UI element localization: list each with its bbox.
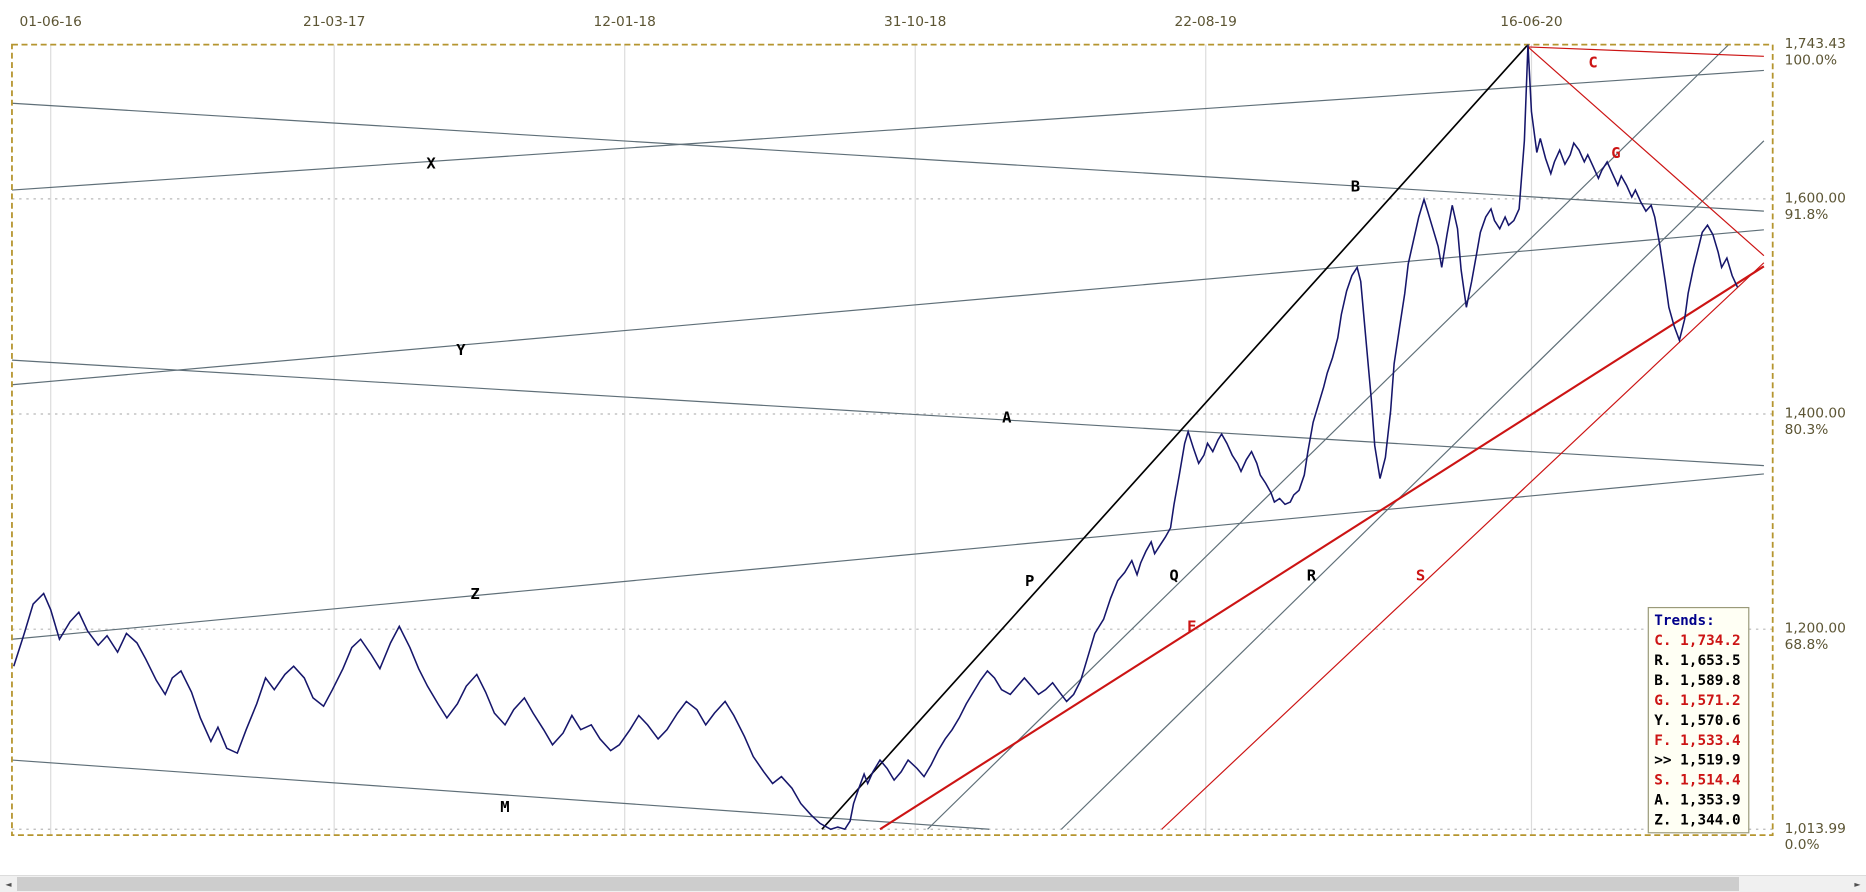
trend-line-label-B: B <box>1351 177 1360 195</box>
trends-legend-row: S. 1,514.4 <box>1654 773 1740 789</box>
date-label: 12-01-18 <box>594 14 656 30</box>
trend-line-M[interactable] <box>11 759 990 830</box>
price-tick-label: 1,200.00 <box>1785 621 1846 637</box>
trends-legend: Trends: C. 1,734.2 R. 1,653.5 B. 1,589.8 G. … <box>1647 606 1750 834</box>
trend-line-label-Q: Q <box>1169 567 1178 585</box>
trend-line-label-A: A <box>1002 409 1012 427</box>
trend-line-Y[interactable] <box>11 229 1764 386</box>
trend-line-F[interactable] <box>879 265 1765 831</box>
trend-line-Q[interactable] <box>927 44 1730 830</box>
trend-line-label-S: S <box>1416 567 1425 585</box>
trend-line-label-Y: Y <box>456 341 466 359</box>
price-tick-percent: 0.0% <box>1785 837 1820 853</box>
trend-line-G[interactable] <box>1527 46 1765 257</box>
trends-legend-row: >> 1,519.9 <box>1654 753 1740 769</box>
date-label: 31-10-18 <box>884 14 946 30</box>
date-label: 21-03-17 <box>303 14 365 30</box>
price-tick-percent: 68.8% <box>1785 637 1829 653</box>
chart-border <box>11 43 1774 837</box>
trend-line-label-F: F <box>1187 617 1196 635</box>
scroll-left-button[interactable]: ◄ <box>0 876 17 892</box>
date-axis: 01-06-16 21-03-17 12-01-18 31-10-18 22-08-19… <box>20 14 1563 30</box>
price-line <box>13 44 1739 831</box>
scroll-right-arrow-icon: ► <box>1854 879 1861 889</box>
trend-line-Z[interactable] <box>11 473 1764 640</box>
trend-lines-layer <box>11 44 1765 831</box>
trends-legend-row: Y. 1,570.6 <box>1654 713 1740 729</box>
trend-line-P[interactable] <box>821 44 1529 830</box>
trends-legend-row: Z. 1,344.0 <box>1654 813 1740 829</box>
trend-line-label-R: R <box>1307 567 1317 585</box>
price-tick-label: 1,400.00 <box>1785 406 1846 422</box>
price-tick-percent: 80.3% <box>1785 422 1829 438</box>
trends-legend-title: Trends: <box>1654 613 1714 629</box>
trend-line-label-G: G <box>1611 144 1620 162</box>
trends-legend-row: R. 1,653.5 <box>1654 653 1740 669</box>
trends-legend-row: G. 1,571.2 <box>1654 693 1740 709</box>
scrollbar-track[interactable] <box>17 876 1849 892</box>
scroll-left-arrow-icon: ◄ <box>5 879 12 889</box>
trend-line-C[interactable] <box>1527 46 1764 57</box>
date-label: 22-08-19 <box>1175 14 1237 30</box>
price-tick-percent: 91.8% <box>1785 207 1829 223</box>
trend-line-X[interactable] <box>11 69 1764 191</box>
trend-line-label-X: X <box>426 155 436 173</box>
scrollbar-thumb[interactable] <box>17 877 1740 891</box>
date-label: 16-06-20 <box>1500 14 1562 30</box>
scroll-right-button[interactable]: ► <box>1849 876 1866 892</box>
trend-line-S[interactable] <box>1161 262 1765 830</box>
price-tick-label: 1,013.99 <box>1785 821 1846 837</box>
trends-legend-box <box>1647 606 1750 834</box>
trend-line-A[interactable] <box>11 359 1764 467</box>
date-label: 01-06-16 <box>20 14 82 30</box>
price-tick-label: 1,600.00 <box>1785 191 1846 207</box>
trend-line-B[interactable] <box>11 102 1764 212</box>
trends-legend-row: A. 1,353.9 <box>1654 793 1740 809</box>
trend-line-label-C: C <box>1588 54 1597 72</box>
horizontal-scrollbar[interactable]: ◄ ► <box>0 875 1866 892</box>
price-tick-percent: 100.0% <box>1785 53 1837 69</box>
trends-legend-row: F. 1,533.4 <box>1654 733 1740 749</box>
trend-line-R[interactable] <box>1060 140 1765 830</box>
trends-legend-row: B. 1,589.8 <box>1654 673 1740 689</box>
trend-line-label-Z: Z <box>470 585 479 603</box>
trend-line-label-P: P <box>1025 572 1034 590</box>
trend-line-labels: X B Y A Z M P Q R S F C G <box>426 54 1620 816</box>
trends-legend-row: C. 1,734.2 <box>1654 633 1740 649</box>
trend-line-label-M: M <box>500 798 509 816</box>
price-tick-label: 1,743.43 <box>1785 36 1846 52</box>
